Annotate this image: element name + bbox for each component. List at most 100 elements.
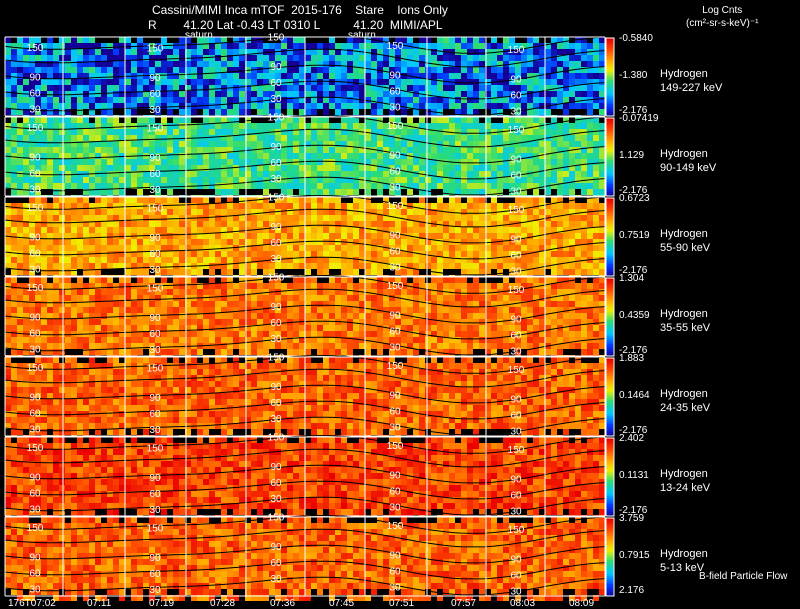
heatmap-cell (59, 251, 65, 257)
heatmap-cell (263, 177, 269, 183)
heatmap-cell (203, 117, 209, 123)
heatmap-cell (41, 85, 47, 91)
heatmap-cell (23, 269, 29, 275)
contour-label: 30 (29, 264, 41, 275)
heatmap-cell (395, 277, 401, 283)
heatmap-cell (593, 43, 599, 49)
heatmap-cell (401, 277, 407, 283)
heatmap-cell (269, 221, 275, 227)
heatmap-cell (203, 197, 209, 203)
heatmap-cell (5, 283, 11, 289)
heatmap-cell (533, 257, 539, 263)
heatmap-cell (569, 301, 575, 307)
colorbar-segment (606, 218, 614, 220)
heatmap-cell (497, 55, 503, 61)
heatmap-cell (401, 221, 407, 227)
heatmap-cell (533, 141, 539, 147)
heatmap-cell (491, 141, 497, 147)
heatmap-cell (185, 245, 191, 251)
heatmap-cell (371, 263, 377, 269)
heatmap-cell (581, 215, 587, 221)
heatmap-cell (365, 135, 371, 141)
heatmap-cell (203, 91, 209, 97)
heatmap-cell (389, 97, 395, 103)
heatmap-cell (269, 269, 275, 275)
heatmap-cell (29, 147, 35, 153)
heatmap-cell (101, 109, 107, 115)
heatmap-cell (353, 263, 359, 269)
heatmap-cell (263, 301, 269, 307)
colorbar-segment (606, 186, 614, 188)
heatmap-cell (347, 37, 353, 43)
heatmap-cell (485, 233, 491, 239)
heatmap-cell (101, 73, 107, 79)
heatmap-cell (599, 49, 605, 55)
heatmap-cell (317, 189, 323, 195)
heatmap-cell (209, 79, 215, 85)
heatmap-cell (275, 103, 281, 109)
heatmap-cell (185, 43, 191, 49)
heatmap-cell (365, 239, 371, 245)
heatmap-cell (539, 129, 545, 135)
heatmap-cell (47, 301, 53, 307)
heatmap-cell (131, 109, 137, 115)
heatmap-cell (5, 215, 11, 221)
heatmap-cell (569, 103, 575, 109)
heatmap-cell (455, 97, 461, 103)
heatmap-cell (311, 245, 317, 251)
heatmap-cell (209, 251, 215, 257)
heatmap-cell (251, 123, 257, 129)
heatmap-cell (497, 277, 503, 283)
heatmap-cell (239, 257, 245, 263)
heatmap-cell (335, 215, 341, 221)
heatmap-cell (233, 109, 239, 115)
heatmap-cell (359, 239, 365, 245)
heatmap-cell (221, 239, 227, 245)
heatmap-cell (35, 283, 41, 289)
heatmap-cell (113, 215, 119, 221)
heatmap-cell (227, 61, 233, 67)
heatmap-cell (41, 283, 47, 289)
colorbar-segment (606, 242, 614, 244)
heatmap-cell (365, 197, 371, 203)
heatmap-cell (503, 61, 509, 67)
heatmap-cell (107, 61, 113, 67)
heatmap-cell (101, 203, 107, 209)
heatmap-cell (167, 239, 173, 245)
heatmap-cell (11, 301, 17, 307)
heatmap-cell (65, 295, 71, 301)
heatmap-cell (233, 123, 239, 129)
heatmap-cell (587, 91, 593, 97)
heatmap-cell (197, 97, 203, 103)
heatmap-cell (89, 129, 95, 135)
heatmap-cell (197, 283, 203, 289)
heatmap-cell (227, 289, 233, 295)
heatmap-cell (293, 147, 299, 153)
heatmap-cell (257, 49, 263, 55)
heatmap-cell (281, 307, 287, 313)
heatmap-cell (5, 55, 11, 61)
heatmap-cell (347, 141, 353, 147)
heatmap-cell (83, 245, 89, 251)
heatmap-cell (35, 49, 41, 55)
heatmap-cell (263, 189, 269, 195)
heatmap-cell (191, 153, 197, 159)
heatmap-cell (59, 153, 65, 159)
heatmap-cell (227, 221, 233, 227)
heatmap-cell (527, 269, 533, 275)
heatmap-cell (329, 215, 335, 221)
heatmap-cell (491, 165, 497, 171)
heatmap-cell (557, 79, 563, 85)
heatmap-cell (407, 221, 413, 227)
heatmap-cell (515, 49, 521, 55)
heatmap-cell (413, 147, 419, 153)
heatmap-cell (113, 295, 119, 301)
heatmap-cell (383, 197, 389, 203)
heatmap-cell (239, 153, 245, 159)
heatmap-cell (497, 109, 503, 115)
heatmap-cell (281, 117, 287, 123)
heatmap-cell (83, 239, 89, 245)
heatmap-cell (197, 43, 203, 49)
heatmap-cell (401, 79, 407, 85)
heatmap-cell (155, 289, 161, 295)
